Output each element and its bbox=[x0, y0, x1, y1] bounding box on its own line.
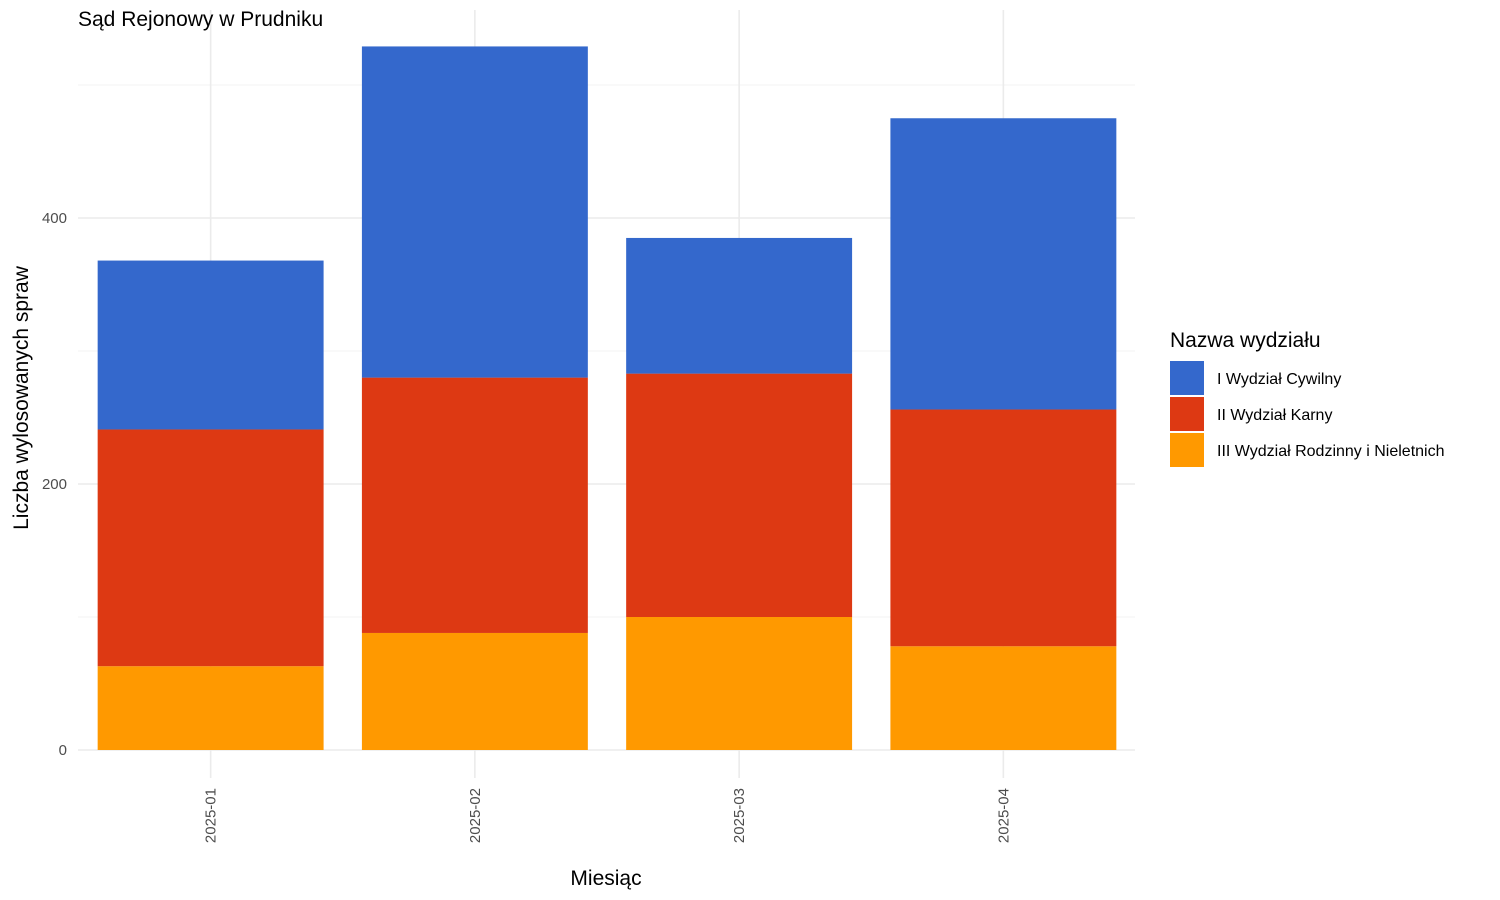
y-axis-ticks: 0 200 400 bbox=[42, 210, 67, 759]
x-tick-label: 2025-04 bbox=[995, 788, 1012, 843]
x-tick-label: 2025-03 bbox=[731, 788, 748, 843]
bar-segment bbox=[626, 237, 853, 374]
x-tick-label: 2025-01 bbox=[203, 788, 220, 843]
bar-segment bbox=[97, 666, 324, 750]
bar-segment bbox=[626, 373, 853, 617]
bar-segment bbox=[890, 118, 1117, 410]
bar-segment bbox=[361, 632, 588, 750]
chart-title: Sąd Rejonowy w Prudniku bbox=[78, 8, 323, 31]
y-tick-label: 200 bbox=[42, 476, 67, 493]
bar-segment bbox=[626, 617, 853, 750]
bar-segment bbox=[97, 260, 324, 430]
legend-key bbox=[1170, 433, 1204, 467]
bar-segment bbox=[97, 429, 324, 667]
legend-key bbox=[1170, 397, 1204, 431]
legend-label: II Wydział Karny bbox=[1217, 407, 1332, 424]
y-axis-title: Liczba wylosowanych spraw bbox=[10, 265, 33, 530]
legend-label: III Wydział Rodzinny i Nieletnich bbox=[1217, 443, 1445, 460]
legend-key bbox=[1170, 361, 1204, 395]
y-tick-label: 400 bbox=[42, 210, 67, 227]
bar-segment bbox=[890, 646, 1117, 750]
y-tick-label: 0 bbox=[59, 742, 67, 759]
legend-title: Nazwa wydziału bbox=[1170, 329, 1321, 352]
x-axis-title: Miesiąc bbox=[570, 867, 641, 890]
bars bbox=[97, 46, 1117, 750]
bar-segment bbox=[361, 46, 588, 378]
x-axis-ticks: 2025-01 2025-02 2025-03 2025-04 bbox=[203, 788, 1013, 843]
legend-label: I Wydział Cywilny bbox=[1217, 371, 1341, 388]
x-tick-label: 2025-02 bbox=[467, 788, 484, 843]
bar-segment bbox=[890, 409, 1117, 647]
legend: Nazwa wydziału I Wydział Cywilny II Wydzi… bbox=[1170, 329, 1445, 467]
bar-segment bbox=[361, 377, 588, 633]
